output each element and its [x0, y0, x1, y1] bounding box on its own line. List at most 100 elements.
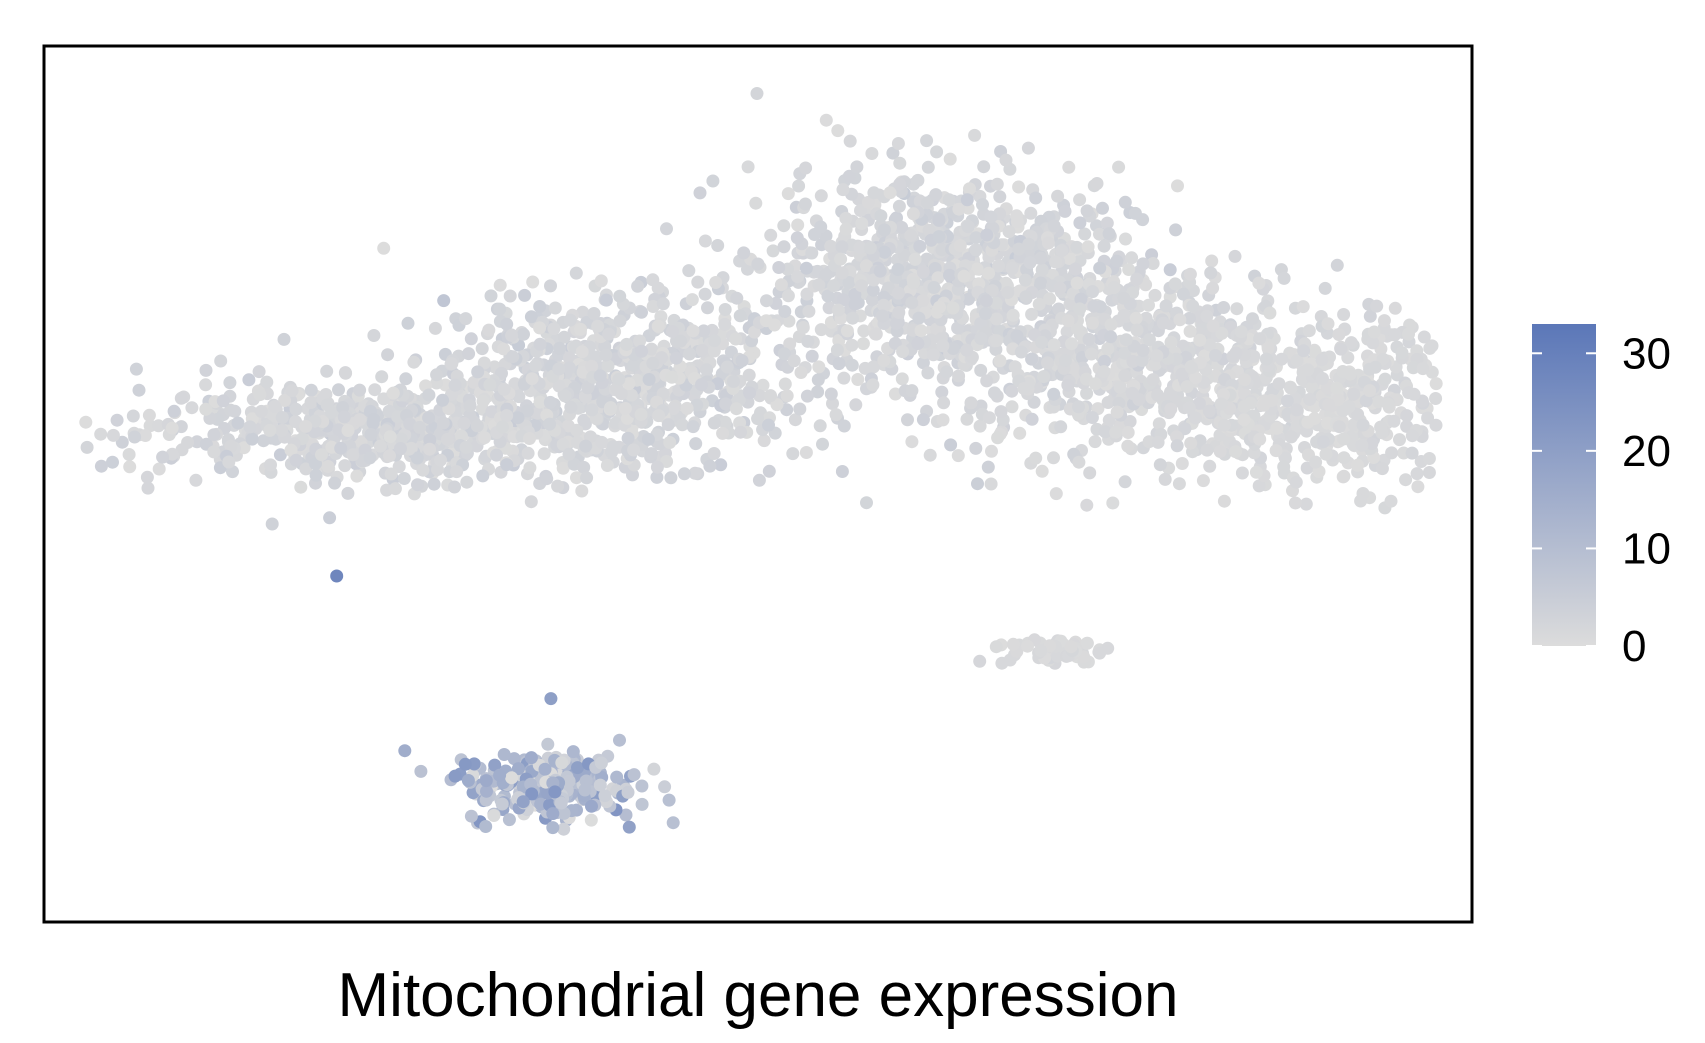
scatter-point — [1234, 325, 1248, 339]
scatter-point — [516, 795, 530, 809]
scatter-point — [106, 428, 120, 442]
scatter-point — [275, 411, 289, 424]
scatter-point — [905, 435, 919, 449]
scatter-point — [1110, 405, 1124, 419]
scatter-point — [1150, 349, 1164, 363]
scatter-point — [1088, 377, 1102, 391]
scatter-point — [944, 438, 958, 452]
scatter-point — [1012, 242, 1026, 256]
scatter-point — [1019, 290, 1033, 304]
scatter-point — [1073, 216, 1087, 230]
scatter-point — [1073, 193, 1087, 207]
scatter-point — [830, 343, 844, 357]
scatter-point — [476, 394, 490, 408]
scatter-point — [729, 332, 743, 346]
scatter-point — [1070, 240, 1084, 254]
scatter-point — [80, 440, 94, 454]
scatter-point — [304, 396, 318, 409]
scatter-point — [1037, 370, 1051, 384]
scatter-point — [660, 222, 673, 236]
scatter-point — [1065, 337, 1078, 351]
scatter-point — [855, 217, 869, 230]
scatter-point — [384, 467, 398, 481]
scatter-point — [905, 296, 919, 310]
scatter-point — [751, 412, 765, 426]
scatter-point — [541, 737, 555, 751]
scatter-point — [1387, 414, 1401, 428]
scatter-point — [796, 321, 810, 334]
scatter-point — [304, 383, 318, 397]
scatter-point — [594, 756, 608, 770]
scatter-point — [1237, 400, 1251, 413]
scatter-point — [471, 365, 485, 379]
scatter-point — [1356, 418, 1370, 432]
scatter-point — [826, 397, 839, 410]
scatter-point — [185, 401, 199, 415]
scatter-point — [658, 780, 672, 794]
scatter-point — [1178, 422, 1192, 436]
scatter-point — [570, 471, 583, 485]
scatter-point — [428, 321, 442, 335]
scatter-point — [1374, 420, 1388, 434]
scatter-point — [1330, 381, 1344, 395]
scatter-point — [1047, 338, 1061, 352]
scatter-point — [1309, 455, 1323, 469]
scatter-point — [1087, 299, 1101, 313]
scatter-point — [891, 286, 905, 300]
scatter-point — [849, 398, 863, 412]
scatter-point — [961, 220, 975, 234]
scatter-point — [497, 342, 511, 356]
scatter-point — [126, 409, 140, 423]
scatter-point — [901, 413, 914, 427]
scatter-point — [523, 432, 536, 445]
scatter-point — [544, 692, 558, 706]
scatter-point — [1192, 396, 1206, 410]
scatter-point — [799, 446, 813, 459]
scatter-point — [585, 799, 598, 813]
scatter-point — [834, 252, 848, 266]
scatter-point — [394, 442, 407, 455]
scatter-point — [764, 389, 777, 403]
scatter-point — [1315, 353, 1329, 367]
scatter-point — [1217, 418, 1231, 432]
x-axis-label: Mitochondrial gene expression — [338, 961, 1179, 1030]
scatter-point — [1151, 388, 1165, 402]
scatter-point — [1171, 179, 1184, 193]
scatter-point — [517, 327, 530, 341]
scatter-point — [706, 174, 720, 188]
scatter-point — [1321, 381, 1334, 395]
scatter-point — [332, 423, 346, 437]
scatter-point — [373, 439, 387, 453]
scatter-point — [980, 228, 994, 242]
scatter-point — [1200, 443, 1214, 457]
scatter-point — [1252, 276, 1266, 290]
scatter-point — [1193, 333, 1207, 347]
scatter-point — [1080, 386, 1094, 400]
scatter-point — [620, 337, 634, 351]
scatter-point — [612, 372, 626, 386]
scatter-point — [1388, 328, 1402, 342]
scatter-point — [1229, 346, 1243, 360]
scatter-point — [836, 183, 850, 197]
scatter-point — [106, 455, 119, 469]
scatter-point — [1129, 311, 1143, 325]
scatter-point — [829, 408, 843, 422]
scatter-point — [562, 351, 576, 365]
scatter-point — [566, 745, 580, 759]
scatter-point — [601, 359, 615, 373]
scatter-point — [1018, 273, 1032, 287]
scatter-point — [790, 231, 804, 245]
scatter-point — [1299, 497, 1313, 511]
scatter-point — [631, 279, 645, 293]
scatter-point — [951, 449, 965, 463]
scatter-point — [635, 779, 649, 793]
scatter-point — [814, 220, 828, 234]
scatter-point — [716, 426, 730, 440]
scatter-point — [812, 360, 826, 374]
scatter-point — [1164, 402, 1178, 416]
scatter-point — [552, 362, 566, 376]
scatter-point — [693, 186, 707, 200]
scatter-point — [500, 458, 514, 472]
scatter-point — [1034, 251, 1048, 265]
scatter-point — [920, 134, 934, 148]
